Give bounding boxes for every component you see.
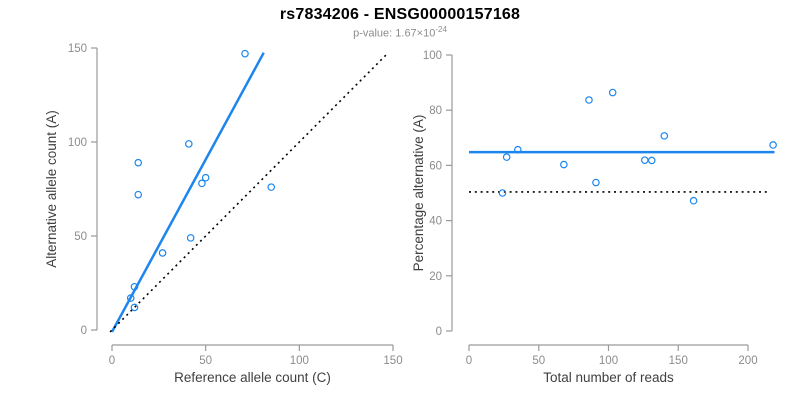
x-tick-label: 150 [669, 355, 688, 367]
data-point [267, 183, 276, 191]
y-tick-label: 150 [68, 43, 87, 55]
x-tick-label: 200 [738, 355, 757, 367]
data-point [560, 160, 568, 169]
identity-line [109, 52, 389, 333]
figure-subtitle: p-value: 1.67×10-24 [0, 25, 800, 40]
x-tick-label: 100 [599, 355, 618, 367]
x-axis-title: Total number of reads [543, 370, 674, 385]
y-tick-label: 50 [74, 231, 87, 243]
y-tick-label: 100 [68, 137, 87, 149]
data-point [158, 249, 167, 257]
data-point [201, 173, 210, 182]
data-point [498, 189, 507, 197]
y-tick-label: 80 [429, 105, 442, 117]
figure-title: rs7834206 - ENSG00000157168 [279, 6, 521, 23]
y-tick-label: 0 [81, 325, 87, 337]
data-point [647, 156, 656, 165]
allele-counts-scatter: 0 50 100 150 0 50 100 150 Reference allele count… [44, 43, 403, 385]
data-point [241, 49, 249, 58]
data-point [585, 96, 593, 104]
data-point [502, 153, 511, 161]
y-tick-label: 20 [429, 271, 442, 283]
x-tick-label: 0 [466, 355, 472, 367]
data-point [660, 132, 669, 140]
data-point [130, 303, 139, 312]
data-point [689, 196, 698, 205]
data-point [769, 141, 777, 149]
x-tick-label: 150 [383, 355, 402, 367]
data-point [134, 158, 143, 167]
y-axis-title: Percentage alternative (A) [411, 115, 426, 272]
y-tick-label: 40 [429, 216, 442, 228]
data-point [592, 178, 600, 187]
pvalue-exponent: -24 [435, 25, 447, 34]
x-tick-label: 50 [199, 355, 212, 367]
x-axis-title: Reference allele count (C) [174, 370, 331, 385]
percentage-vs-reads-scatter: 0 20 40 60 80 100 0 50 100 150 200 Total number of … [411, 50, 777, 385]
pvalue-text: p-value: 1.67×10 [353, 27, 436, 40]
data-point [514, 145, 522, 154]
data-point [198, 179, 206, 188]
x-tick-label: 50 [532, 355, 545, 367]
data-point [134, 190, 143, 199]
y-tick-label: 100 [423, 50, 442, 62]
x-tick-label: 100 [290, 355, 309, 367]
data-point [130, 282, 139, 291]
data-point [608, 88, 617, 97]
y-axis-title: Alternative allele count (A) [44, 110, 59, 268]
y-tick-label: 60 [429, 160, 442, 172]
data-point [640, 156, 649, 164]
data-point [186, 234, 195, 242]
data-point [185, 140, 193, 148]
y-tick-label: 0 [436, 326, 442, 338]
x-tick-label: 0 [109, 355, 115, 367]
data-point [126, 294, 135, 302]
